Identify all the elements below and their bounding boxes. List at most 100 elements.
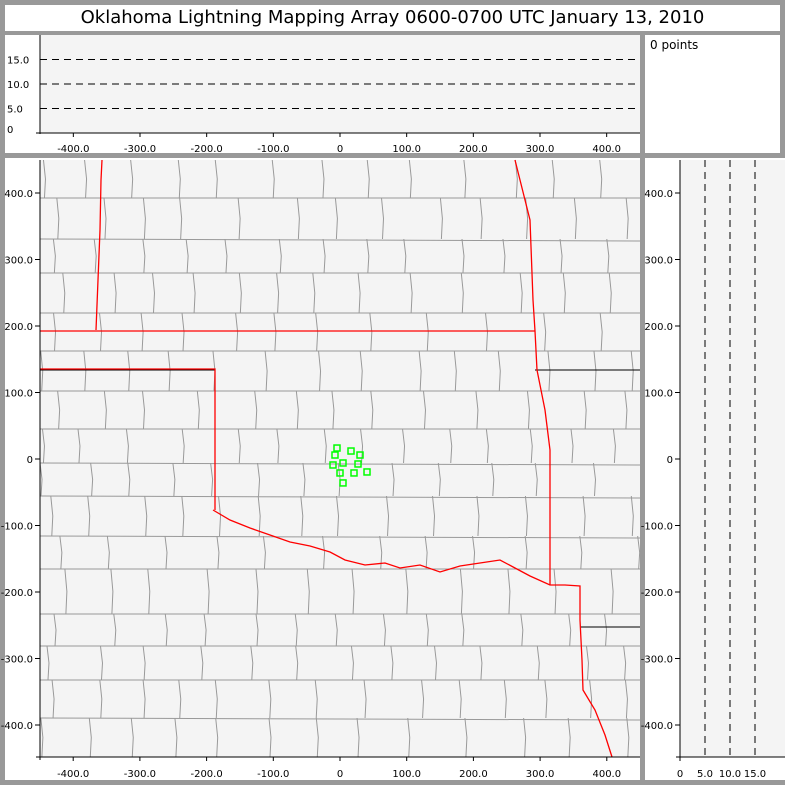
county-line [334,613,338,647]
county-line [585,645,589,681]
x-tick-label: 300.0 [526,144,555,155]
county-line [559,238,563,274]
county-line [408,159,412,199]
x-tick-label: 100.0 [392,769,421,780]
y-tick-label: 200.0 [4,322,33,333]
county-line [278,238,282,274]
county-line [524,535,528,570]
county-line [52,238,56,274]
county-line [39,717,641,721]
y-tick-label: -300.0 [641,655,673,666]
y-tick-label: -100.0 [1,522,33,533]
county-line [142,238,146,274]
y-tick-label: -100.0 [641,522,673,533]
county-line [409,272,413,314]
county-line [312,272,316,314]
county-line [39,238,641,242]
plot-title: Oklahoma Lightning Mapping Array 0600-07… [5,5,780,31]
county-line [403,238,407,274]
county-line [551,159,555,199]
y-tick-label: 400.0 [644,189,673,200]
y-tick-label: 5.0 [7,105,23,116]
county-line [391,462,395,497]
county-line [583,390,587,430]
county-line [593,350,597,392]
county-line [526,390,530,430]
county-line [130,717,134,758]
county-line [322,535,326,570]
county-line [103,197,107,240]
county-line [418,350,422,392]
state-border-red [95,159,103,331]
county-line [42,159,46,199]
county-line [322,238,326,274]
county-line [103,390,107,430]
x-tick-label: 5.0 [697,769,713,780]
lma-station-marker [350,469,358,477]
county-line [113,272,117,314]
x-tick-label: -100.0 [257,769,289,780]
county-line [167,350,171,392]
county-line [524,495,528,537]
county-line [250,645,254,681]
county-line [174,717,178,758]
lma-station-marker [347,447,355,455]
county-line [464,717,468,758]
county-line [453,350,457,392]
x-tick-label: -300.0 [124,769,156,780]
county-line [273,312,277,352]
county-line [579,535,583,570]
point-count: 0 points [650,38,699,52]
county-line [295,645,299,681]
county-line [237,197,241,240]
county-line [172,462,176,497]
county-line [64,568,68,615]
county-line [181,495,185,537]
county-line [84,159,88,199]
y-tick-label: -400.0 [1,721,33,732]
county-line [359,350,363,392]
county-line [125,428,129,464]
county-line [181,428,185,464]
county-line [351,568,355,615]
county-line [315,312,319,352]
county-borders [39,159,641,758]
county-line [623,645,627,681]
county-line [534,462,538,497]
county-line [87,495,91,537]
county-line [356,717,360,758]
county-line [93,238,97,274]
x-tick-label: -400.0 [57,144,89,155]
county-line [318,350,322,392]
county-line [203,613,207,647]
county-line [315,717,319,758]
county-line [238,272,242,314]
county-line [40,350,44,392]
county-line [56,197,60,240]
county-line [164,535,168,570]
county-line [77,428,81,464]
county-line [321,159,325,199]
county-line [51,679,55,719]
county-line [573,197,577,240]
county-line [257,462,261,497]
county-line [599,159,603,199]
county-line [519,272,523,314]
county-line [210,462,214,497]
county-line [544,679,548,719]
county-line [386,495,390,537]
county-line [543,312,547,352]
county-line [151,272,155,314]
county-line [599,312,603,352]
county-line [502,238,506,274]
y-tick-label: -200.0 [641,588,673,599]
county-line [382,613,386,647]
county-line [366,159,370,199]
county-line [235,312,239,352]
county-line [130,159,134,199]
county-line [503,679,507,719]
x-tick-label: 100.0 [392,144,421,155]
county-line [485,428,489,464]
x-tick-label: 0 [677,769,683,780]
county-line [59,535,63,570]
